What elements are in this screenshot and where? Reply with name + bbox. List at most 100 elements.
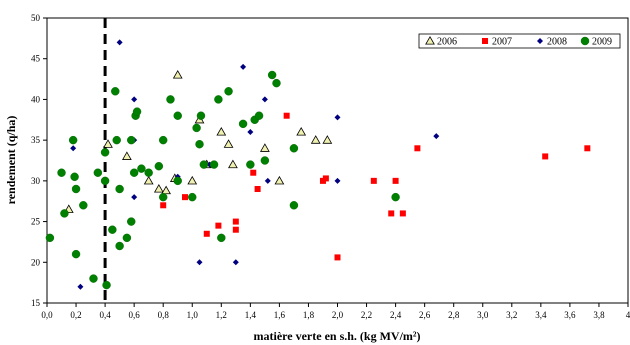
data-point-2009 [144,168,153,177]
data-point-2006 [153,183,164,193]
data-point-2009 [192,123,201,133]
x-tick-label: 0,4 [99,310,111,320]
x-tick-label: 3,6 [564,310,576,320]
y-tick-label: 15 [31,298,41,308]
x-tick-label: 1,0 [187,310,199,320]
data-point-2009 [289,144,299,153]
x-tick-label: 3,8 [593,310,605,320]
data-point-2007 [370,177,377,184]
data-point-2009 [129,168,139,177]
x-tick-label: 0,0 [41,310,53,320]
data-point-2009 [217,233,226,243]
y-tick-label: 40 [31,94,41,104]
data-point-2006 [161,185,171,195]
data-point-2009 [391,192,400,202]
data-point-2009 [115,184,124,194]
data-point-2009 [154,161,164,171]
data-point-2009 [188,192,197,202]
series-2009 [45,70,400,290]
x-tick-label: 3,0 [477,310,489,320]
data-point-2009 [158,135,168,145]
data-point-2008 [264,177,271,184]
legend-item-2006: 2006 [425,35,457,48]
data-point-2009 [267,70,277,80]
legend-label-2006: 2006 [437,37,457,48]
data-point-2009 [122,233,132,243]
x-tick-label: 2,2 [361,310,372,320]
x-tick-label: 2,8 [448,310,460,320]
data-point-2007 [232,218,239,225]
legend-item-2008: 2008 [537,37,567,48]
data-point-2009 [158,192,168,202]
data-point-2009 [254,111,264,120]
data-point-2009 [199,160,209,169]
data-point-2006 [172,69,183,79]
data-point-2009 [71,249,81,259]
y-tick-label: 25 [31,217,41,227]
data-point-2006 [103,139,113,148]
data-point-2009 [68,135,78,145]
data-point-2007 [181,194,188,201]
y-tick-label: 35 [31,135,41,145]
axis-ticks-layer: 0,0 0,2 0,4 0,6 0,8 1,0 1,2 1,4 1,6 1,8 2,0 2,2 2,4 2… [31,13,630,320]
legend-marker-2007 [482,38,488,44]
legend-item-2007: 2007 [482,37,512,48]
data-point-2009 [111,87,120,96]
x-tick-label: 1,6 [274,310,286,320]
data-point-2006 [216,126,227,136]
data-point-2009 [79,201,88,210]
data-point-2007 [232,226,239,233]
data-point-2006 [274,175,285,185]
data-point-2008 [247,129,254,135]
data-point-2007 [215,222,222,229]
data-point-2009 [127,135,136,145]
data-point-2008 [196,259,203,266]
data-point-2009 [102,280,111,290]
data-point-2007 [388,210,395,217]
data-point-2007 [584,145,591,152]
y-tick-label: 50 [31,13,41,23]
data-point-2007 [203,230,210,237]
data-point-2009 [173,111,182,120]
legend: 2006 2007 2008 2009 [418,33,621,49]
data-point-2009 [289,201,299,210]
data-point-2008 [77,283,84,290]
data-point-2009 [246,160,255,169]
data-point-2008 [232,259,239,266]
data-point-2008 [131,194,138,201]
data-point-2009 [71,184,81,194]
data-point-2009 [112,135,121,145]
data-point-2007 [399,210,406,217]
x-tick-label: 1,4 [245,310,257,320]
data-point-2006 [310,135,321,144]
x-tick-label: 2,4 [390,310,402,320]
data-point-2006 [322,135,333,144]
x-tick-label: 4 [626,310,630,320]
data-point-2008 [240,63,247,70]
legend-label-2009: 2009 [592,37,612,48]
x-tick-label: 0,6 [129,310,141,320]
data-point-2006 [296,126,307,136]
data-point-2009 [224,87,233,96]
data-point-2007 [414,145,421,152]
y-tick-label: 20 [31,257,41,267]
data-point-2009 [108,225,117,234]
x-axis-title: matière verte en s.h. (kg MV/m²) [254,329,421,343]
data-point-2009 [209,160,219,169]
legend-marker-2009 [580,36,590,46]
legend-items: 2006 2007 2008 2009 [425,35,612,48]
legend-label-2007: 2007 [492,37,512,48]
data-point-2009 [70,172,79,181]
data-point-2009 [166,95,175,104]
data-point-2009 [238,119,248,129]
data-point-2009 [57,168,66,177]
data-point-2009 [272,78,281,88]
data-point-2007 [322,175,329,182]
data-point-2006 [143,175,154,185]
data-point-2009 [100,148,110,157]
data-point-2009 [45,233,55,243]
x-tick-label: 3,2 [506,310,517,320]
data-point-2009 [93,168,103,177]
legend-item-2009: 2009 [580,36,612,48]
